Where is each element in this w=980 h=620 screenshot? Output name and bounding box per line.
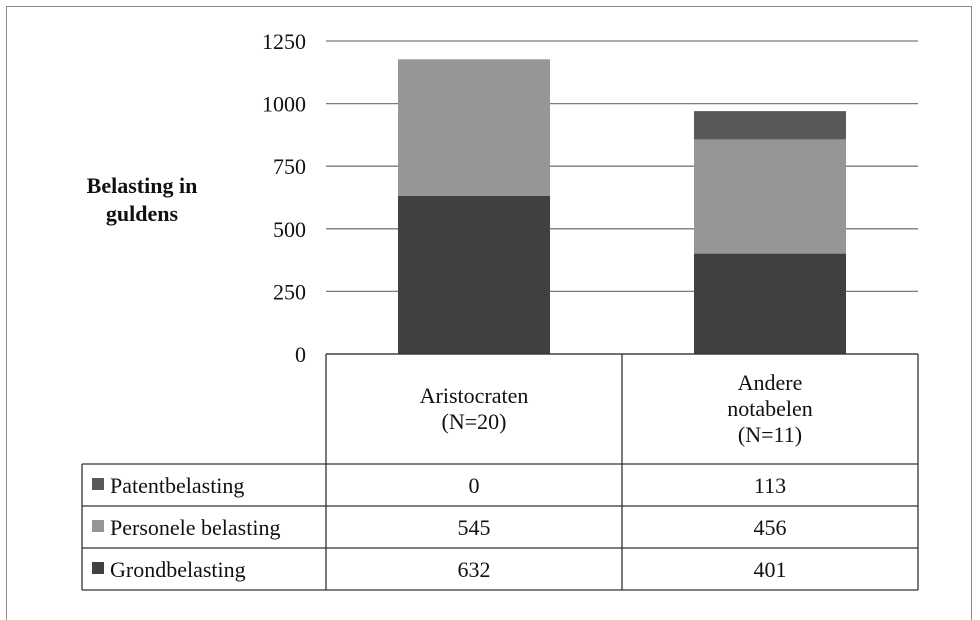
bar-segment (694, 111, 846, 140)
chart-frame (6, 6, 972, 620)
y-tick-label: 1000 (262, 92, 306, 117)
y-axis-title-line: Belasting in (87, 173, 198, 198)
y-tick-label: 750 (273, 154, 306, 179)
data-label: 113 (754, 473, 786, 498)
row-label: Personele belasting (110, 515, 280, 540)
y-tick-labels: 0 250 500 750 1000 1250 (262, 29, 306, 367)
data-label: 545 (458, 515, 491, 540)
y-tick-label: 500 (273, 217, 306, 242)
y-tick-label: 1250 (262, 29, 306, 54)
category-label: Aristocraten (420, 383, 529, 408)
y-tick-label: 250 (273, 279, 306, 304)
data-label: 632 (458, 557, 491, 582)
category-label: Andere (738, 370, 803, 395)
row-label: Patentbelasting (110, 473, 244, 498)
row-label: Grondbelasting (110, 557, 246, 582)
legend-key (92, 520, 104, 532)
category-label: (N=11) (738, 422, 802, 447)
legend-key (92, 562, 104, 574)
data-label: 401 (754, 557, 787, 582)
bar-segment (398, 195, 550, 354)
category-label: (N=20) (442, 409, 507, 434)
data-label: 456 (754, 515, 787, 540)
category-label: notabelen (727, 396, 813, 421)
bar-segment (694, 139, 846, 254)
bars (398, 59, 846, 354)
y-axis-title-line: guldens (106, 201, 179, 226)
bar-segment (398, 59, 550, 196)
data-label: 0 (469, 473, 480, 498)
y-axis-title: Belasting in guldens (87, 173, 198, 226)
legend-key (92, 478, 104, 490)
bar-segment (694, 253, 846, 354)
y-tick-label: 0 (295, 342, 306, 367)
